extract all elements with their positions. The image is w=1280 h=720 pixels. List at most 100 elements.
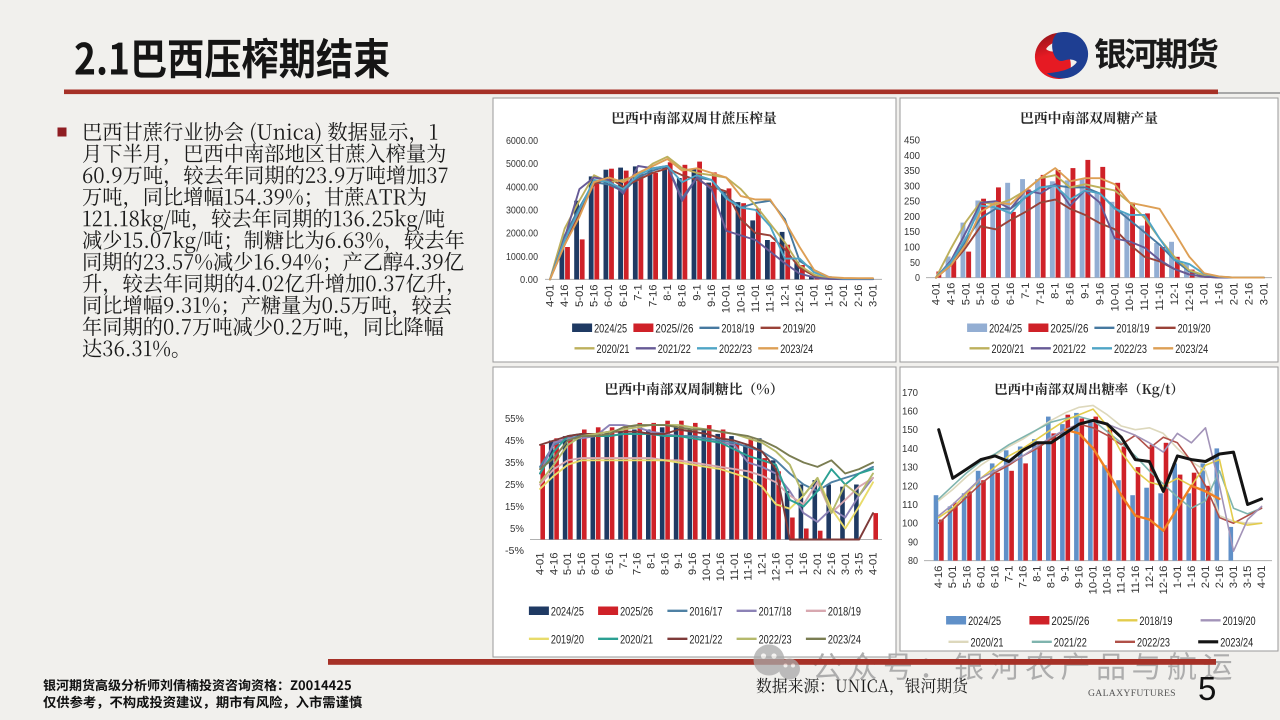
svg-text:4000.00: 4000.00 [506,181,538,193]
svg-text:10-16: 10-16 [715,553,727,582]
svg-text:2023/24: 2023/24 [780,342,813,356]
svg-text:5-01: 5-01 [562,553,574,576]
svg-text:1-16: 1-16 [823,284,835,307]
svg-text:8-16: 8-16 [659,553,671,576]
svg-text:50: 50 [910,257,920,269]
svg-text:10-16: 10-16 [735,284,747,313]
svg-text:4-01: 4-01 [535,553,547,576]
svg-text:1000.00: 1000.00 [506,251,538,263]
svg-text:2022/23: 2022/23 [719,342,752,356]
svg-text:11-01: 11-01 [750,284,762,312]
svg-text:130: 130 [902,462,918,474]
svg-text:6-01: 6-01 [590,553,602,576]
svg-text:6-16: 6-16 [604,553,616,576]
svg-text:300: 300 [904,180,920,192]
svg-text:5-01: 5-01 [960,283,972,306]
svg-text:2020/21: 2020/21 [971,636,1004,650]
svg-text:10-01: 10-01 [1088,566,1100,595]
svg-text:11-16: 11-16 [765,284,777,312]
svg-text:450: 450 [904,135,920,147]
svg-text:5-16: 5-16 [576,553,588,576]
svg-text:2019/20: 2019/20 [783,322,816,336]
svg-text:4-01: 4-01 [868,553,880,576]
svg-text:3-01: 3-01 [868,284,880,307]
svg-text:9-16: 9-16 [706,284,718,307]
svg-text:8-1: 8-1 [1050,283,1062,299]
svg-text:2017/18: 2017/18 [759,605,792,619]
svg-text:1-01: 1-01 [1199,283,1211,306]
svg-text:80: 80 [908,555,918,567]
svg-text:2025//26: 2025//26 [655,322,693,336]
svg-text:6-16: 6-16 [618,284,630,307]
svg-text:2024/25: 2024/25 [989,322,1022,336]
svg-text:7-16: 7-16 [632,553,644,576]
svg-text:2018/19: 2018/19 [1116,322,1149,336]
svg-text:11-01: 11-01 [1116,566,1128,594]
svg-text:11-01: 11-01 [1139,283,1151,311]
svg-text:5-16: 5-16 [975,283,987,306]
svg-text:6000.00: 6000.00 [506,135,538,147]
svg-text:100: 100 [904,242,920,254]
svg-text:1-16: 1-16 [798,553,810,576]
svg-text:10-01: 10-01 [1109,283,1121,312]
svg-text:11-16: 11-16 [1130,566,1142,594]
svg-text:12-1: 12-1 [779,284,791,307]
svg-text:3-01: 3-01 [1258,283,1270,306]
svg-text:2021/22: 2021/22 [658,342,691,356]
svg-text:120: 120 [902,480,918,492]
svg-text:110: 110 [902,499,918,511]
svg-text:9-1: 9-1 [1080,283,1092,299]
svg-text:5-01: 5-01 [947,566,959,589]
svg-text:-5%: -5% [505,545,524,557]
svg-text:2022/23: 2022/23 [759,633,792,647]
svg-text:7-1: 7-1 [633,284,645,300]
svg-text:2-16: 2-16 [853,284,865,307]
svg-text:90: 90 [908,536,918,548]
svg-text:7-16: 7-16 [1017,566,1029,589]
svg-text:2021/22: 2021/22 [1054,636,1087,650]
svg-text:9-16: 9-16 [1094,283,1106,306]
svg-text:5000.00: 5000.00 [506,158,538,170]
svg-text:6-16: 6-16 [989,566,1001,589]
svg-text:10-01: 10-01 [721,284,733,313]
svg-text:9-1: 9-1 [673,553,685,569]
svg-text:2022/23: 2022/23 [1137,636,1170,650]
svg-text:6-01: 6-01 [975,566,987,589]
svg-text:2025//26: 2025//26 [1050,322,1088,336]
svg-text:8-16: 8-16 [1065,283,1077,306]
svg-text:11-16: 11-16 [743,553,755,581]
svg-text:7-16: 7-16 [1035,283,1047,306]
svg-text:5-01: 5-01 [574,284,586,307]
svg-text:9-16: 9-16 [1074,566,1086,589]
svg-text:12-1: 12-1 [1144,566,1156,589]
svg-text:7-16: 7-16 [647,284,659,307]
svg-text:6-01: 6-01 [603,284,615,307]
svg-text:12-16: 12-16 [1158,566,1170,595]
svg-text:12-16: 12-16 [1184,283,1196,312]
svg-text:12-1: 12-1 [1169,283,1181,306]
svg-text:2025//26: 2025//26 [1051,614,1089,628]
svg-text:12-16: 12-16 [770,553,782,582]
svg-text:10-16: 10-16 [1102,566,1114,595]
svg-text:2024/25: 2024/25 [968,614,1001,628]
svg-text:45%: 45% [505,435,524,447]
svg-text:2018/19: 2018/19 [828,605,861,619]
svg-text:5%: 5% [510,523,524,535]
svg-text:7-1: 7-1 [1003,566,1015,582]
svg-text:8-1: 8-1 [646,553,658,569]
svg-text:7-1: 7-1 [1020,283,1032,299]
svg-text:9-1: 9-1 [691,284,703,300]
svg-text:3-15: 3-15 [854,553,866,576]
svg-text:2022/23: 2022/23 [1114,342,1147,356]
svg-text:12-1: 12-1 [757,553,769,576]
svg-text:GALAXYFUTURES: GALAXYFUTURES [1088,688,1176,699]
svg-text:0.00: 0.00 [520,274,538,286]
svg-text:3-15: 3-15 [1242,566,1254,589]
svg-text:2-01: 2-01 [1200,566,1212,589]
svg-text:2021/22: 2021/22 [689,633,722,647]
svg-text:55%: 55% [505,413,524,425]
svg-text:3-01: 3-01 [1228,566,1240,589]
svg-text:2025/26: 2025/26 [620,605,653,619]
svg-text:2020/21: 2020/21 [992,342,1025,356]
svg-text:2016/17: 2016/17 [689,605,722,619]
